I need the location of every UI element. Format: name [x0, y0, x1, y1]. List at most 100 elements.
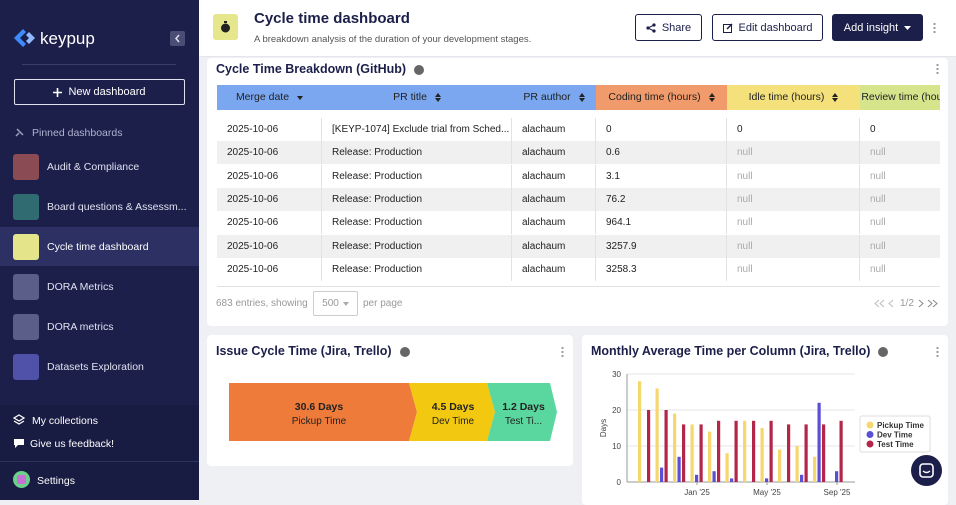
- bar: [835, 471, 839, 482]
- new-dashboard-button[interactable]: New dashboard: [14, 79, 185, 105]
- help-icon[interactable]: [399, 346, 410, 357]
- table-cell: 964.1: [596, 211, 727, 235]
- bar: [712, 471, 716, 482]
- bar: [813, 456, 817, 482]
- sort-icon: [434, 92, 441, 102]
- column-header[interactable]: Review time (hours): [860, 85, 940, 110]
- column-header[interactable]: Coding time (hours): [596, 85, 727, 110]
- chat-button[interactable]: [911, 455, 942, 486]
- bar: [839, 420, 843, 482]
- collapse-button[interactable]: [170, 31, 185, 46]
- widget-menu[interactable]: [936, 63, 939, 74]
- sort-icon: [832, 92, 839, 102]
- legend-swatch: [866, 431, 874, 438]
- table-widget: Cycle Time Breakdown (GitHub) Merge date…: [207, 58, 948, 326]
- brand: keypup: [40, 29, 95, 48]
- bar: [778, 449, 782, 482]
- sidebar-item[interactable]: Cycle time dashboard: [0, 227, 199, 266]
- help-icon[interactable]: [878, 346, 889, 357]
- my-collections[interactable]: My collections: [32, 415, 98, 427]
- x-tick-label: Jan '25: [684, 488, 710, 497]
- settings[interactable]: Settings: [37, 475, 75, 487]
- sidebar: keypup New dashboard Pinned dashboards A…: [0, 0, 199, 500]
- bar: [699, 424, 703, 482]
- pin-icon: [15, 128, 24, 137]
- table-cell: null: [860, 211, 940, 234]
- table-cell: null: [860, 165, 940, 188]
- table-cell: 0.6: [596, 141, 727, 165]
- table-cell: null: [727, 211, 860, 235]
- y-axis-label: Days: [599, 419, 608, 437]
- stage-value: 4.5 Days: [432, 401, 475, 413]
- column-header[interactable]: Merge date: [217, 85, 322, 110]
- stage-value: 30.6 Days: [295, 401, 344, 413]
- table-cell: 2025-10-06: [217, 141, 322, 165]
- share-button[interactable]: Share: [635, 14, 702, 41]
- bar: [690, 424, 694, 482]
- table-cell: 3257.9: [596, 234, 727, 258]
- legend-label: Test Time: [877, 440, 914, 449]
- widget-menu[interactable]: [936, 346, 939, 357]
- help-icon[interactable]: [414, 64, 425, 75]
- table-cell: null: [727, 141, 860, 165]
- column-header[interactable]: PR author: [512, 85, 596, 110]
- sidebar-item[interactable]: Board questions & Assessm...: [0, 187, 199, 226]
- stage-label: Pickup Time: [292, 416, 347, 427]
- table-cell: null: [727, 257, 860, 281]
- sidebar-footer: [0, 405, 199, 500]
- bar: [695, 474, 699, 482]
- column-header[interactable]: Idle time (hours): [727, 85, 860, 110]
- sort-both: [434, 92, 441, 102]
- prev-pages[interactable]: [874, 299, 898, 308]
- add-insight-label: Add insight: [843, 21, 899, 34]
- column-header[interactable]: PR title: [322, 85, 512, 110]
- logo-icon: [14, 29, 35, 47]
- table-cell: 2025-10-06: [217, 234, 322, 258]
- page-indicator: 1/2: [900, 298, 914, 309]
- sort-icon: [297, 95, 304, 100]
- feedback[interactable]: Give us feedback!: [30, 438, 115, 450]
- sidebar-item[interactable]: Audit & Compliance: [0, 147, 199, 186]
- widget-title: Issue Cycle Time (Jira, Trello): [216, 344, 410, 358]
- share-label: Share: [661, 21, 692, 34]
- bar: [817, 402, 821, 482]
- sort-icon: [578, 92, 585, 102]
- bar: [730, 478, 734, 482]
- bar: [655, 388, 659, 482]
- bar: [677, 456, 681, 482]
- bar: [765, 478, 769, 482]
- table-cell: 3.1: [596, 164, 727, 188]
- page-size: 500: [322, 298, 339, 309]
- sidebar-item[interactable]: DORA Metrics: [0, 267, 199, 306]
- item-icon: [13, 193, 39, 220]
- x-tick-label: Sep '25: [824, 488, 851, 497]
- sidebar-item[interactable]: Datasets Exploration: [0, 347, 199, 386]
- sidebar-item[interactable]: DORA metrics: [0, 307, 199, 346]
- item-label: Board questions & Assessm...: [47, 200, 187, 213]
- header-menu[interactable]: [933, 22, 936, 33]
- add-insight-button[interactable]: Add insight: [832, 14, 923, 41]
- widget-title-text: Issue Cycle Time (Jira, Trello): [216, 344, 392, 358]
- table-cell: Release: Production: [322, 234, 512, 258]
- table-cell: 76.2: [596, 187, 727, 211]
- legend-label: Dev Time: [877, 431, 913, 440]
- bar: [795, 446, 799, 482]
- bar: [664, 410, 668, 482]
- header: Cycle time dashboard A breakdown analysi…: [199, 0, 956, 57]
- avatar[interactable]: [13, 471, 30, 488]
- dashboard-icon: [213, 14, 238, 40]
- bar: [804, 424, 808, 482]
- table-cell: null: [860, 258, 940, 281]
- funnel-stage: [487, 383, 557, 441]
- item-label: DORA metrics: [47, 320, 114, 333]
- x-tick-label: May '25: [753, 488, 781, 497]
- legend-swatch: [866, 440, 874, 448]
- next-pages[interactable]: [917, 299, 941, 308]
- widget-menu[interactable]: [561, 346, 564, 357]
- page-size-select[interactable]: 500: [313, 291, 358, 316]
- edit-button[interactable]: Edit dashboard: [712, 14, 823, 41]
- stage-value: 1.2 Days: [502, 401, 545, 413]
- table-cell: null: [727, 234, 860, 258]
- bar: [682, 424, 686, 482]
